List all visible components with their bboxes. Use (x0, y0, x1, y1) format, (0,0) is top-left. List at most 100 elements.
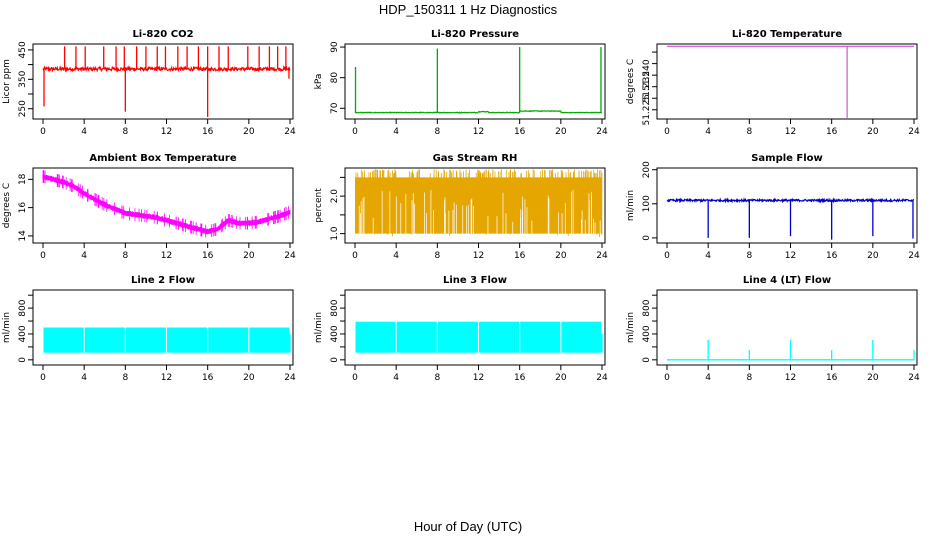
series-marks (42, 170, 291, 238)
y-tick-label: 800 (18, 299, 28, 316)
series-band (125, 327, 166, 353)
y-tick-label: 250 (18, 100, 28, 117)
plot-frame (656, 43, 918, 120)
series-band (437, 321, 478, 353)
x-tick-label: 24 (908, 373, 920, 383)
y-tick-label: 51.225 (642, 94, 652, 126)
x-tick-label: 12 (785, 373, 796, 383)
plot-frame (32, 43, 294, 120)
panel-1: Li-820 CO2 Licor ppm 0 4 8 12 16 20 24 250 350 450 (2, 29, 296, 137)
x-tick-label: 24 (284, 373, 296, 383)
x-tick-label: 12 (473, 373, 484, 383)
y-tick-label: 400 (330, 325, 340, 342)
panel-title: Li-820 Temperature (732, 29, 842, 40)
x-tick-label: 20 (867, 373, 879, 383)
panel-6: Sample Flow ml/min 0 4 8 12 16 20 24 0 100 200 (626, 153, 920, 261)
y-tick-label: 0 (330, 357, 340, 363)
panel-title: Li-820 CO2 (132, 29, 193, 40)
panel-title: Line 3 Flow (443, 275, 507, 286)
y-tick-label: 80 (330, 72, 340, 84)
x-tick-label: 4 (705, 127, 711, 137)
panel-title: Line 2 Flow (131, 275, 195, 286)
x-tick-label: 0 (40, 251, 46, 261)
series-marks (354, 47, 602, 114)
y-tick-label: 1.0 (330, 226, 340, 241)
panel-4: Ambient Box Temperature degrees C 0 4 8 12 16 2… (2, 153, 296, 261)
x-tick-label: 12 (785, 251, 796, 261)
y-tick-label: 200 (642, 161, 652, 178)
x-tick-label: 0 (352, 251, 358, 261)
x-tick-label: 4 (705, 373, 711, 383)
x-tick-label: 4 (81, 127, 87, 137)
panel-title: Ambient Box Temperature (89, 153, 236, 164)
series-band (561, 321, 602, 353)
x-tick-label: 12 (161, 127, 172, 137)
series-band (479, 321, 520, 353)
y-tick-label: 100 (642, 195, 652, 212)
panel-3: Li-820 Temperature degrees C 0 4 8 12 16 20 24 51… (626, 29, 920, 137)
panel-ylabel: percent (314, 188, 324, 223)
series-marks (43, 327, 291, 353)
x-tick-label: 4 (393, 373, 399, 383)
y-tick-label: 14 (18, 230, 28, 242)
x-tick-label: 20 (555, 127, 567, 137)
y-tick-label: 400 (642, 325, 652, 342)
panel-ylabel: kPa (314, 74, 324, 90)
series-band (249, 327, 290, 353)
y-tick-label: 90 (330, 41, 340, 53)
series-band (208, 327, 249, 353)
y-tick-label: 2.0 (330, 189, 340, 204)
plot-frame (344, 289, 606, 366)
panel-ylabel: ml/min (314, 312, 324, 343)
plot-frame (344, 43, 606, 120)
plot-frame (656, 167, 918, 244)
x-tick-label: 4 (81, 251, 87, 261)
y-tick-label: 0 (642, 357, 652, 363)
x-tick-label: 0 (40, 373, 46, 383)
y-tick-label: 350 (18, 70, 28, 87)
panel-ylabel: degrees C (2, 183, 12, 228)
x-tick-label: 16 (202, 127, 214, 137)
series-band (396, 321, 437, 353)
panel-ylabel: Licor ppm (2, 59, 12, 104)
y-tick-label: 400 (18, 325, 28, 342)
series-line (666, 197, 915, 204)
series-marks (666, 197, 915, 240)
x-tick-label: 16 (826, 127, 838, 137)
x-tick-label: 16 (826, 251, 838, 261)
x-tick-label: 0 (40, 127, 46, 137)
x-tick-label: 8 (122, 251, 128, 261)
y-tick-label: 70 (330, 102, 340, 114)
x-tick-label: 24 (596, 127, 608, 137)
series-band (42, 174, 291, 235)
panel-title: Sample Flow (751, 153, 823, 164)
x-tick-label: 8 (122, 373, 128, 383)
y-tick-label: 0 (18, 357, 28, 363)
y-tick-label: 800 (642, 299, 652, 316)
panel-title: Li-820 Pressure (431, 29, 519, 40)
y-tick-label: 18 (18, 173, 28, 185)
x-tick-label: 12 (161, 373, 172, 383)
series-band (43, 327, 84, 353)
series-marks (667, 45, 914, 118)
series-band (84, 327, 125, 353)
x-tick-label: 20 (555, 251, 567, 261)
y-tick-label: 16 (18, 202, 28, 214)
x-tick-label: 0 (664, 127, 670, 137)
series-marks (42, 46, 291, 117)
figure-xlabel: Hour of Day (UTC) (414, 519, 522, 534)
x-tick-label: 0 (664, 373, 670, 383)
x-tick-label: 8 (434, 251, 440, 261)
series-band (167, 327, 208, 353)
x-tick-label: 12 (161, 251, 172, 261)
x-tick-label: 8 (746, 127, 752, 137)
x-tick-label: 8 (746, 251, 752, 261)
figure-title: HDP_150311 1 Hz Diagnostics (379, 2, 558, 17)
panel-9: Line 4 (LT) Flow ml/min 0 4 8 12 16 20 24 0 400 800 (626, 275, 920, 383)
x-tick-label: 20 (867, 127, 879, 137)
x-tick-label: 24 (596, 251, 608, 261)
series-marks (667, 339, 915, 361)
y-tick-label: 0 (642, 235, 652, 241)
